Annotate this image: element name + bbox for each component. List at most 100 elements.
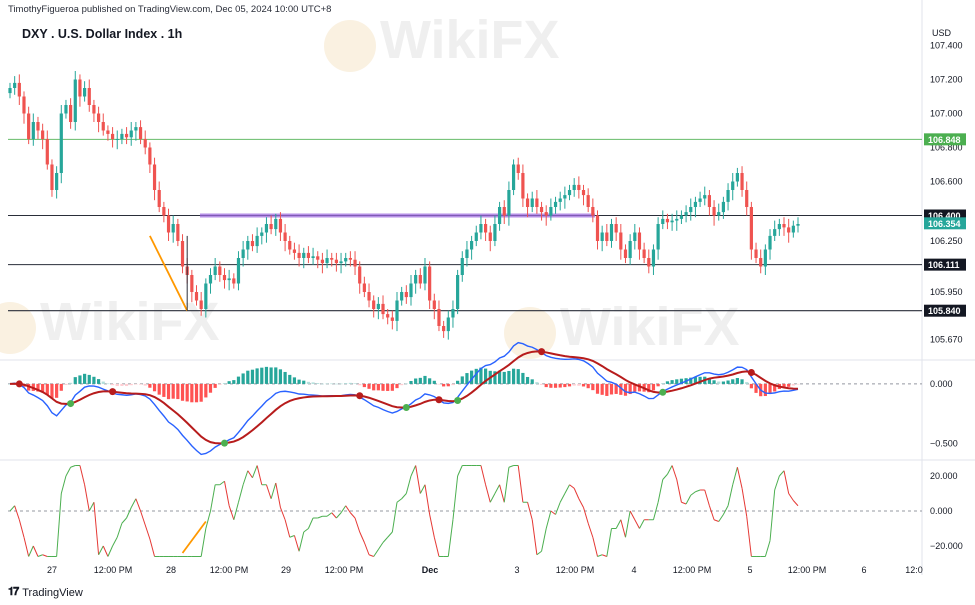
macd-histogram-bar [787,383,791,387]
candle-body [297,252,301,258]
macd-histogram-bar [605,383,609,396]
candle-body [232,278,236,284]
candle-body [372,300,376,309]
macd-histogram-bar [418,377,422,384]
macd-histogram-bar [232,380,236,384]
candle-body [246,241,250,250]
candle-body [591,207,595,216]
candle-body [171,224,175,233]
macd-histogram-bar [456,380,460,384]
candle-body [190,275,194,292]
candle-body [656,224,660,250]
oscillator-segment [37,554,43,557]
macd-histogram-bar [563,383,567,388]
candle-body [749,207,753,250]
candle-body [302,252,306,258]
oscillator-segment [639,519,645,529]
candle-body [92,105,96,114]
oscillator-segment [84,484,90,512]
oscillator-segment [410,465,417,477]
candle-body [358,266,362,284]
candle-body [558,198,562,202]
macd-histogram-bar [726,380,730,384]
candle-body [707,195,712,207]
candle-body [577,184,581,190]
candle-body [474,232,478,241]
macd-histogram-bar [591,383,595,391]
candle-body [791,225,795,233]
candle-body [414,275,418,284]
footer-brand[interactable]: 𝟏𝟕 TradingView [8,586,83,599]
candle-body [404,292,408,298]
oscillator-segment [741,488,748,517]
macd-histogram-bar [698,376,702,384]
watermark-text: WikiFX [380,10,560,70]
macd-histogram-bar [236,376,241,384]
oscillator-segment [9,505,16,512]
oscillator-segment [764,540,771,557]
price-axis-tick-label: 106.250 [930,236,963,246]
oscillator-segment [317,515,323,519]
candle-body [400,292,404,301]
oscillator-segment [293,535,300,552]
oscillator-segment [345,505,351,514]
oscillator-segment [746,516,752,557]
candle-body [507,190,511,216]
macd-line [9,341,799,456]
oscillator-segment [485,484,491,503]
candle-body [73,79,77,122]
candle-body [465,249,469,258]
macd-histogram-bar [41,383,45,393]
oscillator-segment [228,505,235,520]
oscillator-segment [499,484,505,503]
oscillator-segment [615,519,622,529]
macd-histogram-bar [595,383,600,394]
macd-histogram-bar [246,370,250,384]
macd-histogram-bar [358,383,362,386]
candle-body [409,283,413,298]
macd-histogram-bar [274,367,278,384]
candle-body [633,232,637,241]
oscillator-segment [527,502,533,520]
oscillator-segment [144,524,151,540]
macd-histogram-bar [628,383,632,395]
candle-body [106,130,110,134]
candle-body [101,122,105,131]
oscillator-segment [140,510,146,526]
oscillator-segment [28,545,34,557]
macd-histogram-bar [330,383,334,385]
price-axis-tick-label: 106.800 [930,143,963,153]
oscillator-segment [14,505,20,520]
oscillator-segment [247,470,253,479]
candle-body [264,224,269,233]
watermark-text: WikiFX [40,292,220,352]
macd-histogram-bar [586,383,590,389]
macd-axis-tick-label: −0.500 [930,439,958,449]
osc-axis-tick-label: 20.000 [930,471,958,481]
candle-body [623,249,628,258]
oscillator-segment [363,542,370,555]
candle-body [759,258,763,267]
candle-body [236,258,241,284]
oscillator-segment [690,491,696,496]
oscillator-segment [624,510,631,538]
oscillator-segment [503,467,510,503]
candle-body [129,130,133,138]
macd-histogram-bar [353,383,357,384]
macd-histogram-bar [428,378,432,384]
macd-histogram-bar [679,378,684,384]
candle-body [274,218,278,230]
candle-body [539,207,544,213]
macd-histogram-bar [148,383,152,388]
candle-body [442,326,446,332]
candle-body [124,133,129,138]
oscillator-segment [359,531,365,543]
candle-body [218,266,222,275]
candle-body [721,201,725,213]
crossover-dot [109,388,117,396]
macd-histogram-bar [162,383,166,397]
symbol-title[interactable]: DXY . U.S. Dollar Index . 1h [22,27,183,41]
candle-body [703,195,707,199]
candle-body [637,232,642,250]
